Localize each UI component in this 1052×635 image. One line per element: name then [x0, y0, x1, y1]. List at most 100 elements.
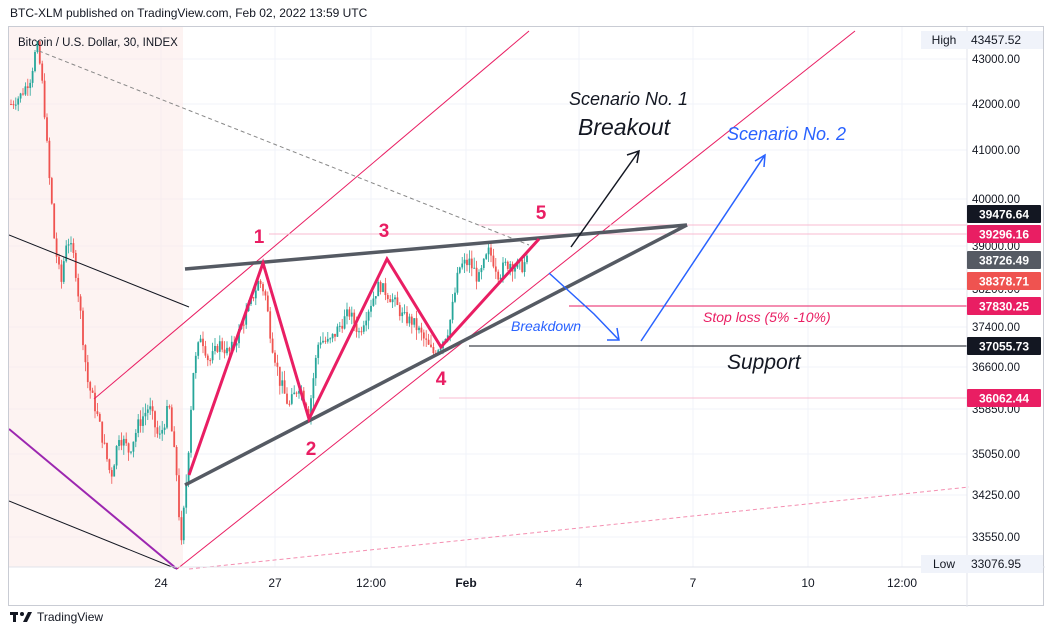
x-tick-label: 7 [690, 576, 697, 590]
candle-body [391, 299, 394, 303]
candle-body [48, 140, 51, 179]
candle-body [192, 373, 195, 410]
candle-body [314, 357, 317, 379]
candle-body [65, 245, 68, 262]
chart-frame[interactable]: 1 2 3 4 5 Scenario No. 1 Breakout Scenar… [8, 26, 1045, 607]
candle-body [362, 325, 365, 332]
candle-body [276, 362, 279, 367]
candle-body [475, 267, 478, 282]
candle-body [168, 406, 171, 408]
scenario-2-label: Scenario No. 2 [727, 124, 846, 144]
candle-body [264, 291, 267, 296]
price-chart[interactable]: 1 2 3 4 5 Scenario No. 1 Breakout Scenar… [9, 27, 1045, 607]
candle-body [101, 421, 104, 443]
candle-body [58, 256, 60, 265]
candle-body [266, 295, 269, 312]
candle-body [173, 431, 176, 447]
candle-body [202, 338, 204, 347]
channel-upper-line [93, 30, 530, 400]
candle-body [269, 311, 272, 339]
candle-body [418, 327, 420, 331]
candle-body [137, 419, 140, 433]
chart-header: BTC-XLM published on TradingView.com, Fe… [10, 6, 367, 20]
candle-body [317, 344, 320, 358]
candle-body [458, 267, 461, 273]
candle-body [403, 312, 406, 314]
candle-body [288, 403, 291, 405]
candle-body [163, 427, 166, 430]
candle-body [70, 243, 72, 245]
candle-body [355, 323, 358, 332]
high-tag-bg [921, 31, 967, 49]
candle-body [463, 259, 466, 264]
candle-body [432, 346, 435, 354]
candle-body [158, 433, 161, 435]
candle-body [494, 266, 497, 272]
candle-body [151, 406, 154, 412]
channel-lines [93, 30, 856, 570]
candle-body [478, 272, 480, 282]
tradingview-brand[interactable]: TradingView [37, 610, 104, 624]
candle-body [427, 339, 430, 345]
candle-body [322, 340, 324, 343]
candle-body [334, 333, 336, 337]
candle-body [98, 413, 101, 422]
candle-body [149, 406, 152, 410]
candle-body [62, 261, 65, 282]
candle-body [425, 338, 428, 340]
candle-body [26, 86, 29, 89]
candle-body [370, 305, 372, 312]
candle-body [55, 238, 58, 257]
candle-body [209, 360, 212, 362]
candle-body [170, 407, 173, 432]
candle-body [204, 346, 207, 356]
x-tick-label: 12:00 [887, 576, 917, 590]
candle-body [329, 338, 332, 340]
y-tick-label: 37400.00 [972, 322, 1020, 334]
candle-body [89, 382, 92, 391]
candle-body [295, 392, 298, 394]
candle-body [180, 517, 183, 541]
candle-body [454, 292, 456, 302]
candle-body [360, 331, 363, 333]
breakout-label: Breakout [578, 114, 672, 140]
candle-body [485, 254, 488, 259]
candle-body [523, 262, 526, 272]
candle-body [226, 347, 228, 354]
scenario-1-arrow [570, 149, 640, 248]
candle-body [413, 318, 416, 325]
breakdown-label: Breakdown [511, 318, 581, 334]
candle-body [353, 312, 356, 324]
candle-body [394, 297, 396, 300]
candlesticks [10, 41, 528, 545]
candle-body [96, 411, 99, 414]
candle-body [235, 343, 238, 346]
candle-body [401, 312, 404, 317]
wave-label-5: 5 [536, 203, 547, 224]
low-value: 33076.95 [971, 557, 1021, 571]
level-39476-label: 39476.64 [979, 208, 1029, 222]
elliott-wave-path [187, 237, 541, 476]
candle-body [365, 320, 368, 326]
wave-label-4: 4 [436, 369, 447, 390]
candle-body [473, 267, 476, 269]
candle-body [120, 440, 123, 446]
x-tick-label: 10 [801, 576, 815, 590]
candle-body [10, 104, 12, 105]
candle-body [341, 325, 344, 329]
candle-body [499, 277, 502, 280]
low-tag-label: Low [933, 557, 955, 571]
candle-body [154, 411, 156, 428]
candle-body [348, 309, 351, 317]
candle-body [84, 345, 87, 363]
candle-body [290, 394, 293, 404]
candle-body [161, 429, 164, 434]
candle-body [130, 451, 132, 453]
candle-body [190, 409, 192, 453]
time-axis: 24 27 12:00 Feb 4 7 10 12:00 [154, 576, 917, 590]
y-tick-label: 33550.00 [972, 532, 1020, 544]
candle-body [298, 390, 300, 394]
candle-body [331, 333, 334, 339]
candle-body [43, 80, 46, 118]
candle-body [139, 419, 142, 426]
